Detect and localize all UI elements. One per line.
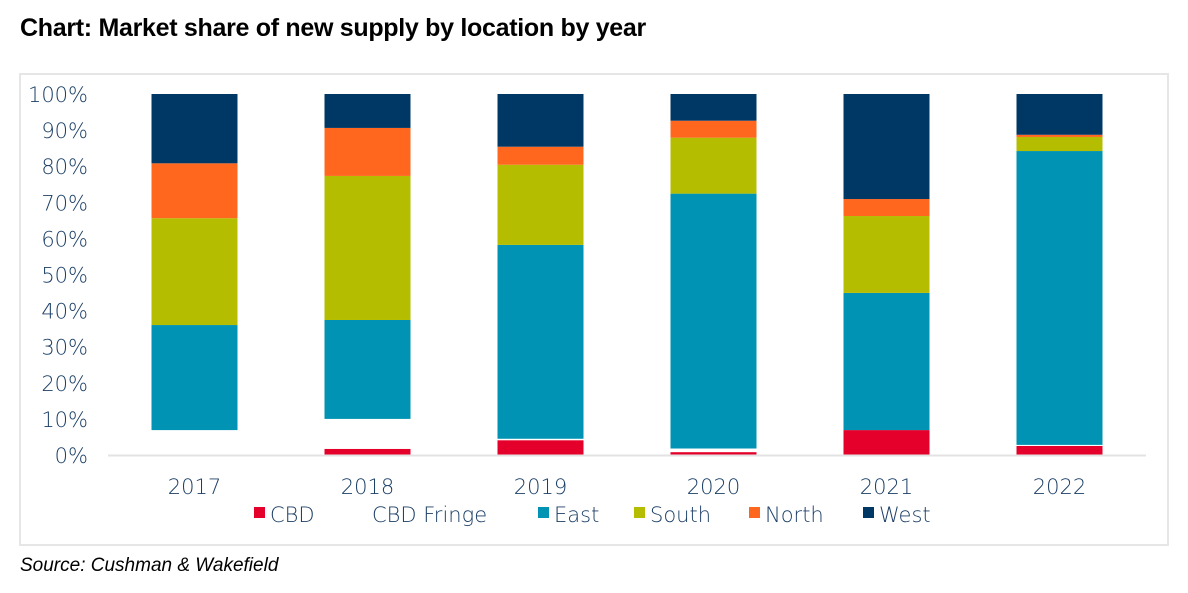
legend-swatch — [538, 507, 549, 518]
legend-item-east: East — [538, 503, 599, 527]
x-tick-label: 2021 — [860, 475, 913, 499]
bar-segment-north — [497, 146, 584, 165]
chart-title: Chart: Market share of new supply by loc… — [20, 14, 646, 42]
legend-swatch — [863, 507, 874, 518]
legend-label: North — [765, 503, 824, 527]
bar-stack-2021 — [843, 94, 930, 455]
bar-segment-west — [324, 94, 411, 128]
bar-stack-2020 — [670, 94, 757, 455]
x-tick-label: 2018 — [341, 475, 394, 499]
bar-segment-west — [497, 94, 584, 147]
bar-segment-north — [1016, 134, 1103, 137]
bar-segment-cbd — [324, 448, 411, 455]
legend: CBD CBD Fringe East South North West — [254, 503, 931, 527]
x-tick-label: 2019 — [514, 475, 567, 499]
y-tick-label: 80% — [41, 155, 88, 179]
bar-segment-cbd-fringe — [497, 438, 584, 441]
bar-stack-2022 — [1016, 94, 1103, 455]
bar-segment-cbd — [497, 440, 584, 455]
bar-segment-cbd — [1016, 445, 1103, 455]
y-tick-label: 40% — [41, 300, 88, 324]
x-tick-label: 2017 — [168, 475, 221, 499]
x-tick-label: 2020 — [687, 475, 740, 499]
legend-item-west: West — [863, 503, 931, 527]
bar-stack-2019 — [497, 94, 584, 455]
bar-stack-2017 — [151, 94, 238, 455]
y-tick-label: 50% — [41, 264, 88, 288]
bar-segment-cbd-fringe — [151, 430, 238, 455]
y-tick-label: 20% — [41, 372, 88, 396]
x-axis: 2017 2018 2019 2020 2021 2022 — [168, 475, 1086, 499]
bar-segment-east — [843, 292, 930, 431]
bar-segment-cbd — [670, 452, 757, 455]
y-tick-label: 70% — [41, 191, 88, 215]
bar-segment-south — [151, 218, 238, 326]
bar-segment-south — [497, 164, 584, 245]
source-note: Source: Cushman & Wakefield — [20, 555, 279, 576]
bar-segment-west — [843, 94, 930, 200]
bar-segment-east — [670, 193, 757, 449]
legend-item-north: North — [749, 503, 824, 527]
y-tick-label: 30% — [41, 336, 88, 360]
y-tick-label: 10% — [41, 408, 88, 432]
bar-segment-south — [1016, 136, 1103, 152]
bar-segment-cbd-fringe — [324, 418, 411, 449]
y-axis: 0% 10% 20% 30% 40% 50% 60% 70% 80% 90% 100% — [28, 83, 88, 468]
legend-swatch — [372, 507, 383, 518]
bar-segment-south — [324, 175, 411, 320]
bar-segment-south — [843, 216, 930, 293]
bar-segment-north — [324, 127, 411, 176]
bar-segment-west — [151, 94, 238, 164]
legend-label: West — [879, 503, 931, 527]
bar-segment-west — [1016, 94, 1103, 135]
bar-segment-cbd-fringe — [670, 448, 757, 453]
y-tick-label: 90% — [41, 119, 88, 143]
legend-label: CBD Fringe — [372, 503, 487, 527]
legend-item-south: South — [634, 503, 711, 527]
bar-segment-west — [670, 94, 757, 121]
bar-segment-south — [670, 137, 757, 194]
y-tick-label: 0% — [55, 444, 88, 468]
x-tick-label: 2022 — [1033, 475, 1086, 499]
legend-swatch — [749, 507, 760, 518]
bar-segment-north — [843, 199, 930, 217]
bar-segment-cbd — [843, 430, 930, 455]
bar-segment-east — [324, 319, 411, 419]
legend-swatch — [254, 507, 265, 518]
bar-segment-cbd-fringe — [1016, 444, 1103, 446]
legend-swatch — [634, 507, 645, 518]
bar-segment-east — [1016, 151, 1103, 445]
y-tick-label: 100% — [28, 83, 88, 107]
legend-item-cbd-fringe: CBD Fringe — [372, 503, 487, 527]
bars-group — [151, 94, 1103, 455]
bar-segment-north — [670, 120, 757, 138]
bar-stack-2018 — [324, 94, 411, 455]
bar-segment-east — [497, 244, 584, 439]
bar-segment-east — [151, 325, 238, 431]
bar-segment-north — [151, 163, 238, 219]
legend-label: South — [650, 503, 711, 527]
y-tick-label: 60% — [41, 227, 88, 251]
legend-label: East — [554, 503, 599, 527]
legend-label: CBD — [270, 503, 315, 527]
legend-item-cbd: CBD — [254, 503, 315, 527]
